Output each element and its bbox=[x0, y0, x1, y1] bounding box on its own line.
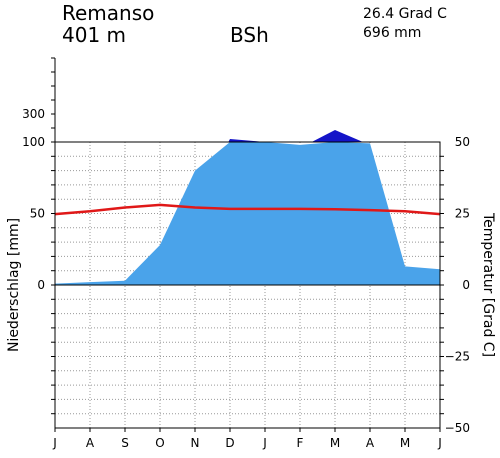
precip-axis-title: Niederschlag [mm] bbox=[6, 218, 22, 352]
temp-tick-label: 0 bbox=[462, 278, 470, 292]
month-label: N bbox=[191, 436, 200, 450]
temp-tick-label: 50 bbox=[455, 135, 470, 149]
precip-tick-label: 50 bbox=[30, 207, 45, 221]
temperature-line bbox=[54, 203, 441, 216]
month-label: J bbox=[437, 436, 442, 450]
month-label: O bbox=[155, 436, 164, 450]
precip-tick-label: 100 bbox=[22, 135, 45, 149]
month-label: F bbox=[297, 436, 304, 450]
precipitation-excess bbox=[228, 139, 230, 142]
precip-tick-label: 300 bbox=[22, 107, 45, 121]
month-label: D bbox=[225, 436, 234, 450]
precipitation-excess bbox=[335, 130, 363, 142]
station-name: Remanso bbox=[62, 1, 155, 25]
temp-tick-label: 25 bbox=[455, 207, 470, 221]
month-label: S bbox=[121, 436, 129, 450]
precipitation-excess bbox=[311, 130, 335, 142]
temp-tick-label: −25 bbox=[445, 350, 470, 364]
month-label: A bbox=[86, 436, 95, 450]
temp-axis: 50 25 0 −25 −50 bbox=[440, 135, 470, 435]
month-label: M bbox=[330, 436, 340, 450]
temp-axis-title: Temperatur [Grad C] bbox=[480, 212, 496, 357]
month-label: J bbox=[52, 436, 57, 450]
mean-temperature: 26.4 Grad C bbox=[363, 6, 447, 22]
precipitation-area bbox=[55, 142, 440, 285]
station-elevation: 401 m bbox=[62, 23, 127, 47]
annual-precipitation: 696 mm bbox=[363, 25, 422, 41]
month-label: J bbox=[262, 436, 267, 450]
precip-axis: 0 50 100 300 bbox=[22, 57, 56, 415]
precip-tick-label: 0 bbox=[37, 278, 45, 292]
plot-area bbox=[54, 130, 441, 285]
precipitation-excess bbox=[230, 139, 265, 142]
month-label: A bbox=[366, 436, 375, 450]
month-label: M bbox=[400, 436, 410, 450]
temp-tick-label: −50 bbox=[445, 421, 470, 435]
climate-classification: BSh bbox=[230, 23, 269, 47]
